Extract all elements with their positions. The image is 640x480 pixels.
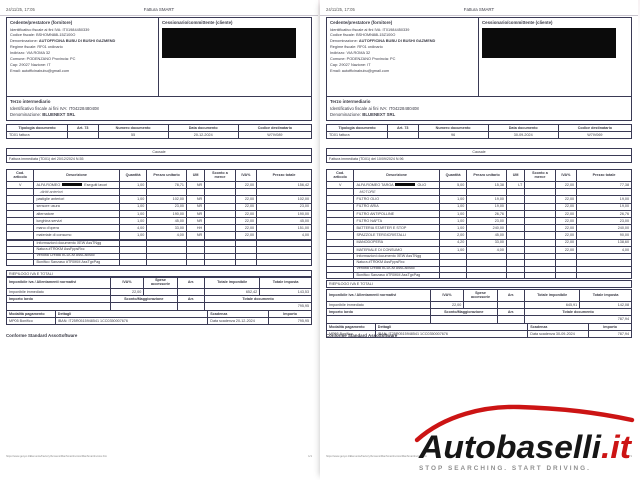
svg-text:Autobaselli.it: Autobaselli .it [418,429,632,465]
svg-text:STOP SEARCHING. START DRIVING.: STOP SEARCHING. START DRIVING. [419,465,591,472]
